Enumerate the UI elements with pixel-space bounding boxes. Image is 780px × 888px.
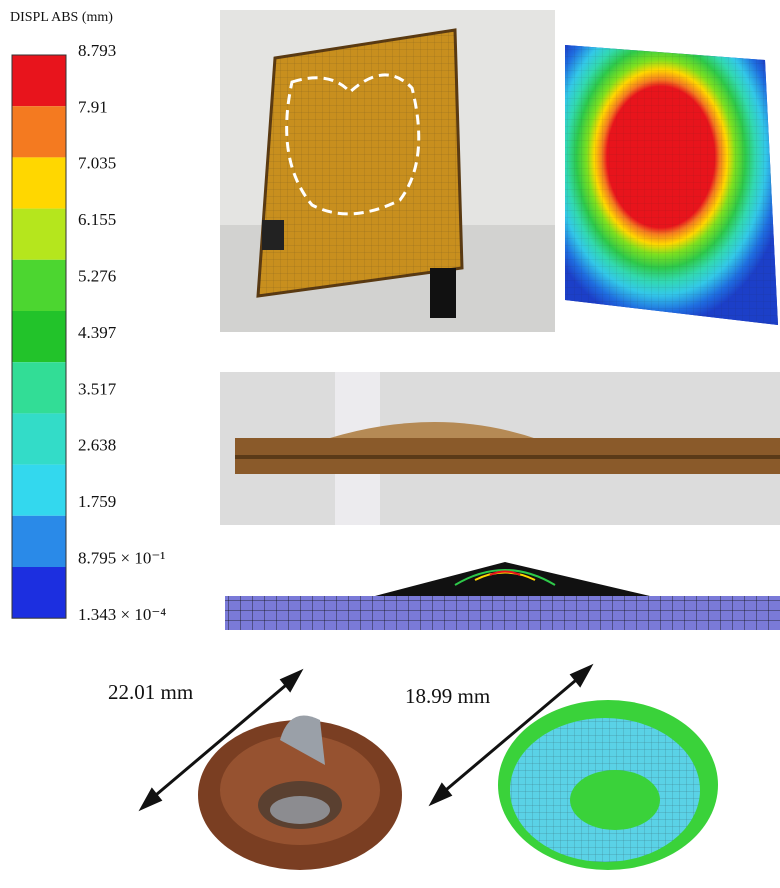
- color-swatch: [12, 106, 66, 157]
- measure-label: 18.99 mm: [405, 684, 490, 708]
- legend-title: DISPL ABS (mm): [10, 10, 113, 25]
- color-swatch: [12, 311, 66, 362]
- legend-label: 1.759: [78, 492, 116, 511]
- color-swatch: [12, 362, 66, 413]
- color-swatch: [12, 260, 66, 311]
- figure-canvas: DISPL ABS (mm) 8.793 7.91 7.035 6.155 5.276 4…: [0, 0, 780, 888]
- figure: DISPL ABS (mm) 8.793 7.91 7.035 6.155 5.276 4…: [0, 0, 780, 888]
- legend-label: 8.793: [78, 41, 116, 60]
- measure-label: 22.01 mm: [108, 680, 193, 704]
- legend-label: 3.517: [78, 379, 117, 398]
- specimen-simulation: [498, 700, 718, 870]
- panel-simulation: [565, 45, 778, 325]
- legend-label: 7.035: [78, 154, 116, 173]
- color-swatch: [12, 413, 66, 464]
- legend-label: 7.91: [78, 97, 108, 116]
- color-swatch: [12, 157, 66, 208]
- legend-label: 5.276: [78, 267, 116, 286]
- color-bar: [12, 55, 66, 618]
- specimen-photo: [198, 716, 402, 871]
- legend-label: 2.638: [78, 436, 116, 455]
- legend-label: 6.155: [78, 210, 116, 229]
- section-photo: [220, 372, 780, 525]
- color-swatch: [12, 465, 66, 516]
- section-simulation: [225, 562, 780, 630]
- legend-label: 4.397: [78, 323, 117, 342]
- color-swatch: [12, 55, 66, 106]
- legend-label: 1.343 × 10⁻⁴: [78, 605, 166, 624]
- color-swatch: [12, 567, 66, 618]
- color-swatch: [12, 516, 66, 567]
- legend-label: 8.795 × 10⁻¹: [78, 549, 165, 568]
- legend-labels: 8.793 7.91 7.035 6.155 5.276 4.397 3.517 2.638 1…: [78, 41, 166, 624]
- color-swatch: [12, 209, 66, 260]
- panel-photo: [220, 10, 555, 332]
